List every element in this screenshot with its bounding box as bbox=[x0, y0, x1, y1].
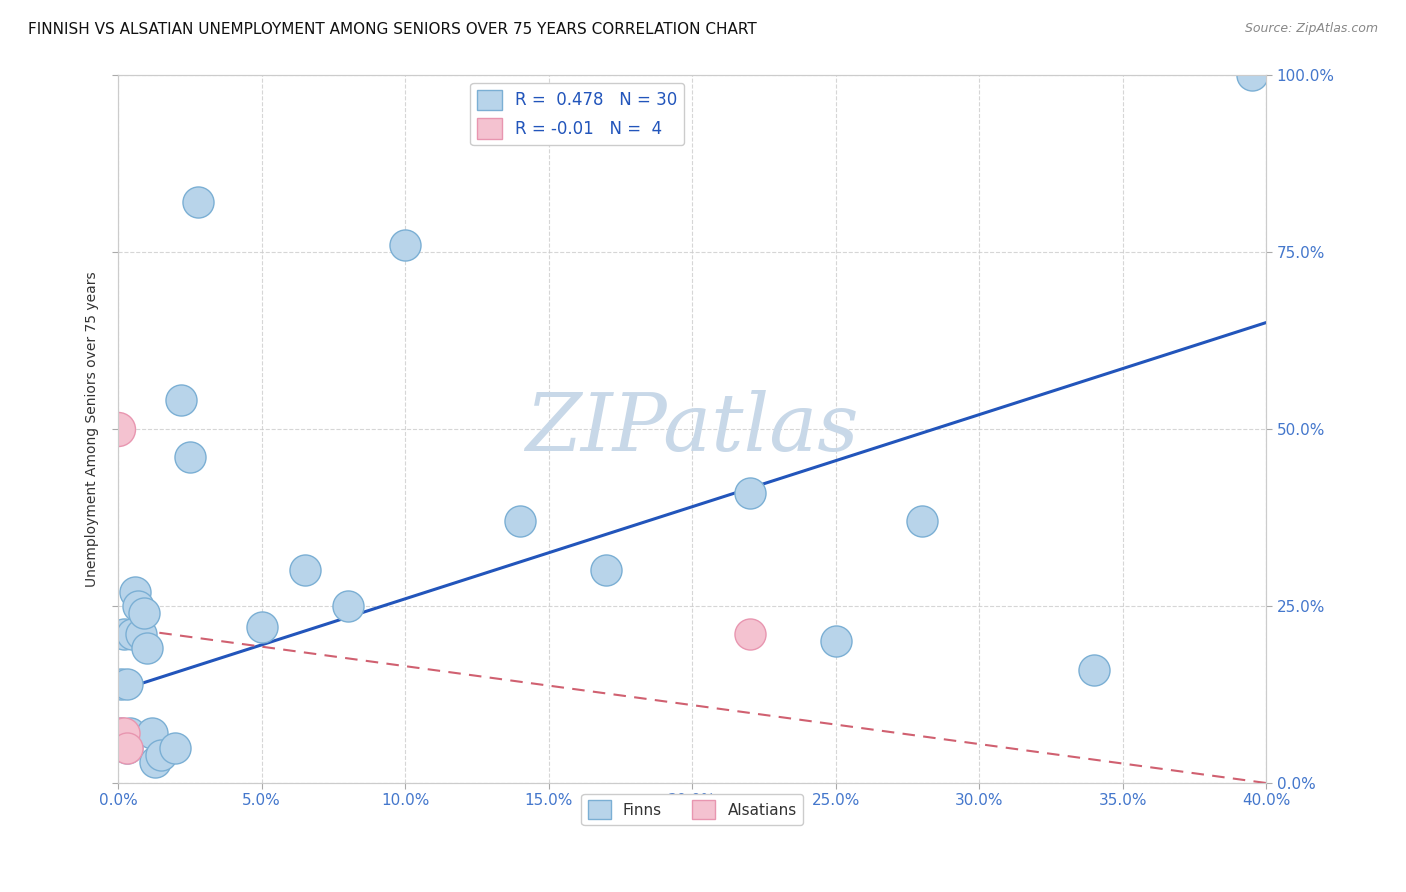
Text: ZIPatlas: ZIPatlas bbox=[526, 390, 859, 467]
Finns bbox=[124, 584, 146, 599]
Point bbox=[107, 422, 129, 436]
Finns bbox=[127, 599, 149, 613]
Finns bbox=[911, 514, 934, 528]
Finns bbox=[187, 195, 209, 210]
Text: Source: ZipAtlas.com: Source: ZipAtlas.com bbox=[1244, 22, 1378, 36]
Finns bbox=[115, 740, 138, 755]
Y-axis label: Unemployment Among Seniors over 75 years: Unemployment Among Seniors over 75 years bbox=[86, 271, 100, 587]
Legend: Finns, Alsatians: Finns, Alsatians bbox=[582, 794, 803, 825]
Finns bbox=[738, 485, 761, 500]
Finns bbox=[250, 620, 273, 634]
Finns bbox=[129, 627, 152, 641]
Finns bbox=[110, 726, 132, 740]
Finns bbox=[595, 564, 617, 578]
Finns bbox=[509, 514, 531, 528]
Finns bbox=[336, 599, 359, 613]
Text: FINNISH VS ALSATIAN UNEMPLOYMENT AMONG SENIORS OVER 75 YEARS CORRELATION CHART: FINNISH VS ALSATIAN UNEMPLOYMENT AMONG S… bbox=[28, 22, 756, 37]
Finns bbox=[132, 606, 155, 620]
Finns bbox=[1240, 68, 1263, 82]
Finns bbox=[145, 755, 167, 769]
Finns bbox=[824, 634, 846, 648]
Alsatians bbox=[738, 627, 761, 641]
Finns bbox=[135, 641, 157, 656]
Finns bbox=[110, 677, 132, 691]
Finns bbox=[115, 677, 138, 691]
Alsatians bbox=[110, 726, 132, 740]
Finns bbox=[141, 726, 163, 740]
Finns bbox=[394, 237, 416, 252]
Finns bbox=[165, 740, 187, 755]
Finns bbox=[170, 393, 193, 408]
Finns bbox=[179, 450, 201, 464]
Finns bbox=[112, 627, 135, 641]
Alsatians bbox=[112, 726, 135, 740]
Finns bbox=[294, 564, 316, 578]
Finns bbox=[121, 627, 143, 641]
Finns bbox=[150, 747, 173, 762]
Alsatians bbox=[115, 740, 138, 755]
Finns bbox=[1083, 663, 1105, 677]
Finns bbox=[118, 726, 141, 740]
